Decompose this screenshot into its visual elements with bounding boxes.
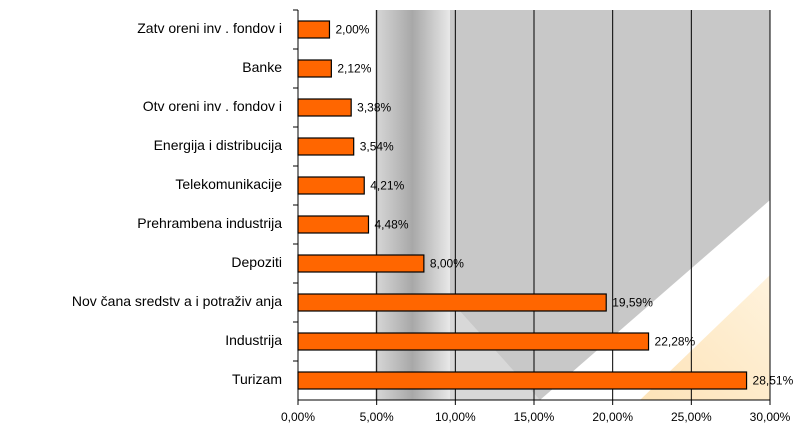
x-tick-label: 5,00% — [360, 410, 394, 424]
x-tick-label: 15,00% — [514, 410, 555, 424]
bar — [297, 59, 332, 78]
y-tick-label: Prehrambena industrija — [137, 215, 282, 231]
bar — [297, 293, 607, 312]
y-tick-label: Nov čana sredstv a i potraživ anja — [72, 293, 282, 309]
bar — [297, 176, 365, 195]
data-label: 2,00% — [335, 23, 369, 37]
bar — [297, 254, 425, 273]
data-label: 4,48% — [374, 218, 408, 232]
bar — [297, 332, 650, 351]
data-label: 3,38% — [357, 101, 391, 115]
data-label: 4,21% — [370, 179, 404, 193]
data-label: 28,51% — [753, 374, 794, 388]
bar — [297, 137, 355, 156]
y-tick-label: Energija i distribucija — [154, 137, 283, 153]
data-label: 22,28% — [655, 335, 696, 349]
y-tick-label: Zatv oreni inv . fondov i — [137, 20, 282, 36]
x-tick-label: 30,00% — [750, 410, 791, 424]
bar — [297, 371, 748, 390]
y-tick-label: Otv oreni inv . fondov i — [143, 98, 282, 114]
bar — [297, 20, 331, 39]
y-tick-label: Industrija — [225, 332, 282, 348]
bar — [297, 98, 352, 117]
y-tick-label: Turizam — [232, 371, 282, 387]
y-tick-label: Banke — [242, 59, 282, 75]
y-tick-label: Depoziti — [231, 254, 282, 270]
data-label: 19,59% — [612, 296, 653, 310]
x-tick-label: 20,00% — [592, 410, 633, 424]
data-label: 8,00% — [430, 257, 464, 271]
x-tick-label: 10,00% — [435, 410, 476, 424]
data-label: 2,12% — [337, 62, 371, 76]
bar — [297, 215, 370, 234]
x-tick-label: 0,00% — [281, 410, 315, 424]
x-tick-label: 25,00% — [671, 410, 712, 424]
y-tick-label: Telekomunikacije — [175, 176, 282, 192]
data-label: 3,54% — [360, 140, 394, 154]
